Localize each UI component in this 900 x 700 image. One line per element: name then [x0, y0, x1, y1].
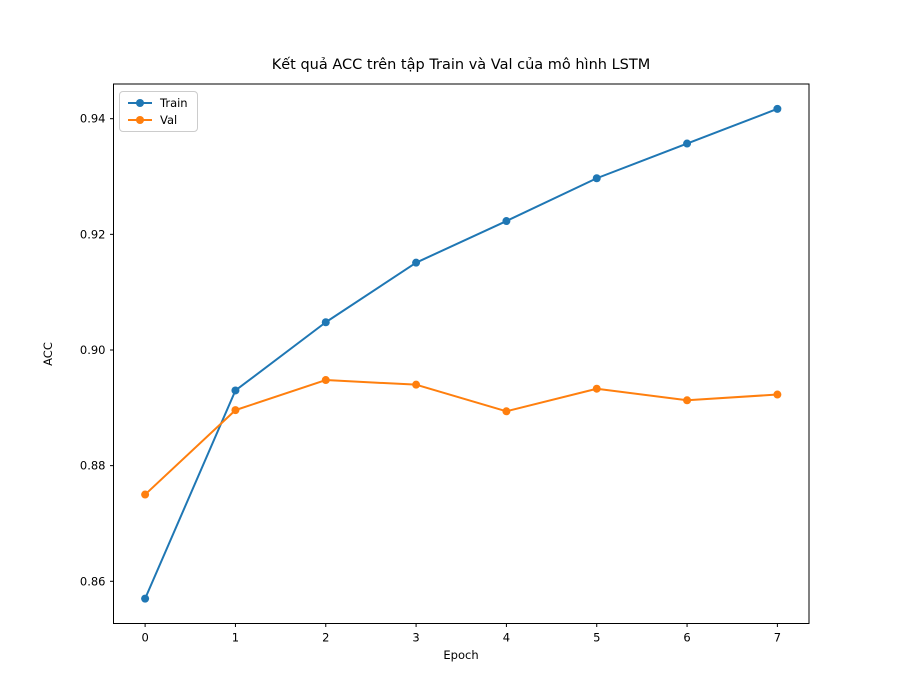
train-line-marker-icon	[128, 99, 152, 107]
x-axis-label: Epoch	[443, 648, 479, 662]
legend-label-train: Train	[160, 96, 188, 110]
x-tick-label: 6	[683, 631, 690, 645]
legend-label-val: Val	[160, 113, 178, 127]
val-point	[683, 396, 692, 405]
train-point	[231, 386, 240, 395]
y-tick-label: 0.86	[80, 574, 106, 588]
y-axis-label: ACC	[41, 342, 55, 366]
train-point	[592, 174, 601, 183]
val-point	[321, 376, 330, 385]
x-tick-label: 7	[774, 631, 781, 645]
val-point	[231, 406, 240, 415]
train-point	[321, 318, 330, 327]
x-tick-label: 5	[593, 631, 600, 645]
train-point	[141, 594, 150, 603]
y-tick-label: 0.94	[80, 112, 106, 126]
train-point	[683, 139, 692, 148]
x-tick-label: 1	[232, 631, 239, 645]
val-line	[144, 379, 779, 496]
train-point	[773, 104, 782, 113]
legend-item-val: Val	[127, 113, 188, 127]
val-point	[773, 390, 782, 399]
y-tick-label: 0.92	[80, 227, 106, 241]
chart-title: Kết quả ACC trên tập Train và Val của mô…	[271, 57, 651, 73]
x-tick-label: 2	[322, 631, 329, 645]
axes-frame	[113, 83, 810, 624]
val-point	[592, 384, 601, 393]
val-point	[141, 490, 150, 499]
y-tick-label: 0.90	[80, 343, 106, 357]
train-point	[412, 258, 421, 267]
train-point	[502, 217, 511, 226]
y-tick-label: 0.88	[80, 459, 106, 473]
x-tick-label: 0	[141, 631, 148, 645]
val-point	[412, 380, 421, 389]
val-line-marker-icon	[128, 116, 152, 124]
train-line	[144, 107, 779, 600]
legend-item-train: Train	[127, 96, 188, 110]
x-tick-label: 3	[412, 631, 419, 645]
legend: Train Val	[119, 91, 198, 132]
x-tick-label: 4	[503, 631, 510, 645]
val-point	[502, 407, 511, 416]
